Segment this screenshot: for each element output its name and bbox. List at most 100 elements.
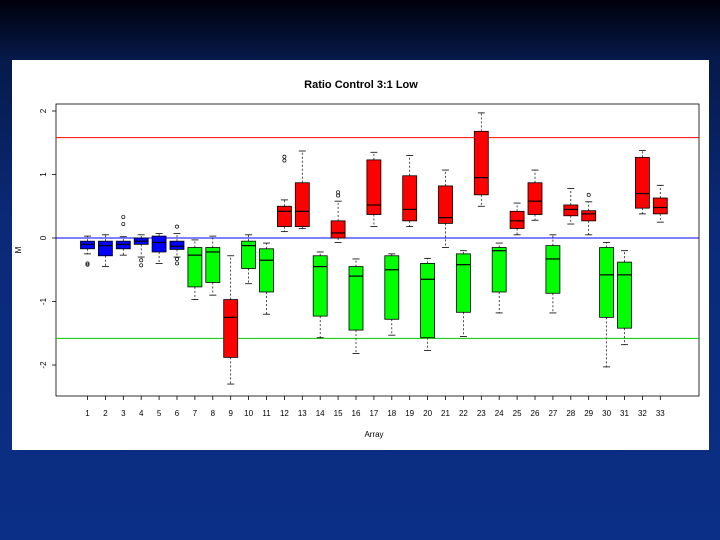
x-tick-label: 31 [620, 409, 629, 418]
outlier-point [175, 261, 179, 266]
box-body [259, 248, 274, 293]
box-21 [438, 169, 453, 248]
y-axis: -2 -1 0 1 2 [39, 108, 56, 369]
y-tick-label: 1 [39, 172, 48, 177]
x-tick-label: 11 [262, 409, 271, 418]
box-32 [635, 149, 650, 215]
box-25 [509, 202, 525, 236]
box-27 [545, 234, 561, 314]
box-body [294, 182, 310, 227]
box-body [348, 266, 364, 331]
x-tick-label: 22 [459, 409, 468, 418]
x-tick-label: 3 [121, 409, 126, 418]
box-body [366, 159, 382, 215]
x-tick-label: 6 [175, 409, 180, 418]
box-18 [384, 253, 400, 336]
x-tick-label: 18 [387, 409, 396, 418]
x-tick-label: 20 [423, 409, 432, 418]
x-tick-label: 17 [369, 409, 378, 418]
box-body [652, 197, 668, 215]
box-24 [491, 242, 507, 314]
x-tick-label: 14 [316, 409, 325, 418]
x-tick-label: 29 [584, 409, 593, 418]
box-19 [402, 155, 418, 227]
x-axis: 1 2 3 4 5 6 7 8 9 10 11 12 13 14 15 16 17 18 19 20 21 22 23 24 2… [85, 396, 665, 418]
y-tick-label: 2 [39, 108, 48, 113]
y-axis-label: M [14, 246, 23, 253]
box-body [98, 240, 113, 257]
box-1 [80, 235, 95, 267]
box-10 [241, 234, 257, 285]
outlier-point [282, 158, 287, 163]
outlier-point [282, 154, 287, 159]
x-tick-label: 4 [139, 409, 144, 418]
box-body [205, 247, 221, 283]
box-body [223, 299, 239, 358]
box-body [455, 253, 471, 313]
box-9 [223, 255, 239, 385]
box-body [563, 204, 579, 217]
box-6 [169, 224, 185, 266]
box-30 [599, 242, 614, 368]
box-body [491, 247, 507, 293]
box-body [276, 205, 292, 227]
box-11 [259, 242, 274, 315]
outlier-point [85, 261, 90, 266]
x-tick-label: 21 [441, 409, 450, 418]
outlier-point [175, 257, 179, 261]
outlier-point [121, 215, 126, 219]
box-13 [294, 150, 310, 229]
x-tick-label: 10 [244, 409, 253, 418]
box-body [599, 247, 614, 318]
plot-frame [55, 103, 700, 397]
outlier-point [85, 262, 90, 267]
x-tick-label: 24 [495, 409, 504, 418]
x-tick-label: 25 [513, 409, 522, 418]
box-29 [581, 192, 597, 236]
box-26 [527, 169, 543, 221]
box-body [151, 235, 167, 253]
x-tick-label: 12 [280, 409, 289, 418]
box-body [617, 261, 632, 329]
box-body [473, 130, 489, 196]
x-tick-label: 33 [656, 409, 665, 418]
box-body [527, 182, 543, 215]
x-tick-label: 1 [85, 409, 90, 418]
x-tick-label: 15 [334, 409, 343, 418]
chart-title: Ratio Control 3:1 Low [304, 79, 418, 91]
y-tick-label: -2 [39, 361, 48, 369]
box-16 [348, 258, 364, 354]
x-tick-label: 9 [228, 409, 233, 418]
box-23 [473, 112, 489, 207]
box-17 [366, 151, 382, 227]
box-body [509, 210, 525, 229]
y-tick-label: 0 [39, 235, 48, 240]
box-28 [563, 188, 579, 225]
x-tick-label: 26 [531, 409, 540, 418]
x-tick-label: 19 [405, 409, 414, 418]
x-tick-label: 13 [298, 409, 307, 418]
box-body [384, 255, 400, 320]
box-body [80, 240, 95, 250]
x-axis-label: Array [364, 430, 383, 439]
box-body [438, 185, 453, 224]
outlier-point [139, 258, 144, 263]
box-5 [151, 233, 167, 264]
box-15 [330, 190, 346, 243]
outlier-point [121, 222, 126, 226]
box-4 [133, 234, 149, 268]
box-body [187, 247, 203, 288]
outlier-point [586, 192, 591, 197]
y-tick-label: -1 [39, 297, 48, 305]
x-tick-label: 23 [477, 409, 486, 418]
box-7 [187, 239, 203, 300]
box-body [115, 240, 131, 250]
box-body [330, 220, 346, 239]
x-tick-label: 32 [638, 409, 647, 418]
x-tick-label: 28 [566, 409, 575, 418]
x-tick-label: 27 [548, 409, 557, 418]
box-20 [420, 257, 436, 351]
x-tick-label: 16 [352, 409, 361, 418]
